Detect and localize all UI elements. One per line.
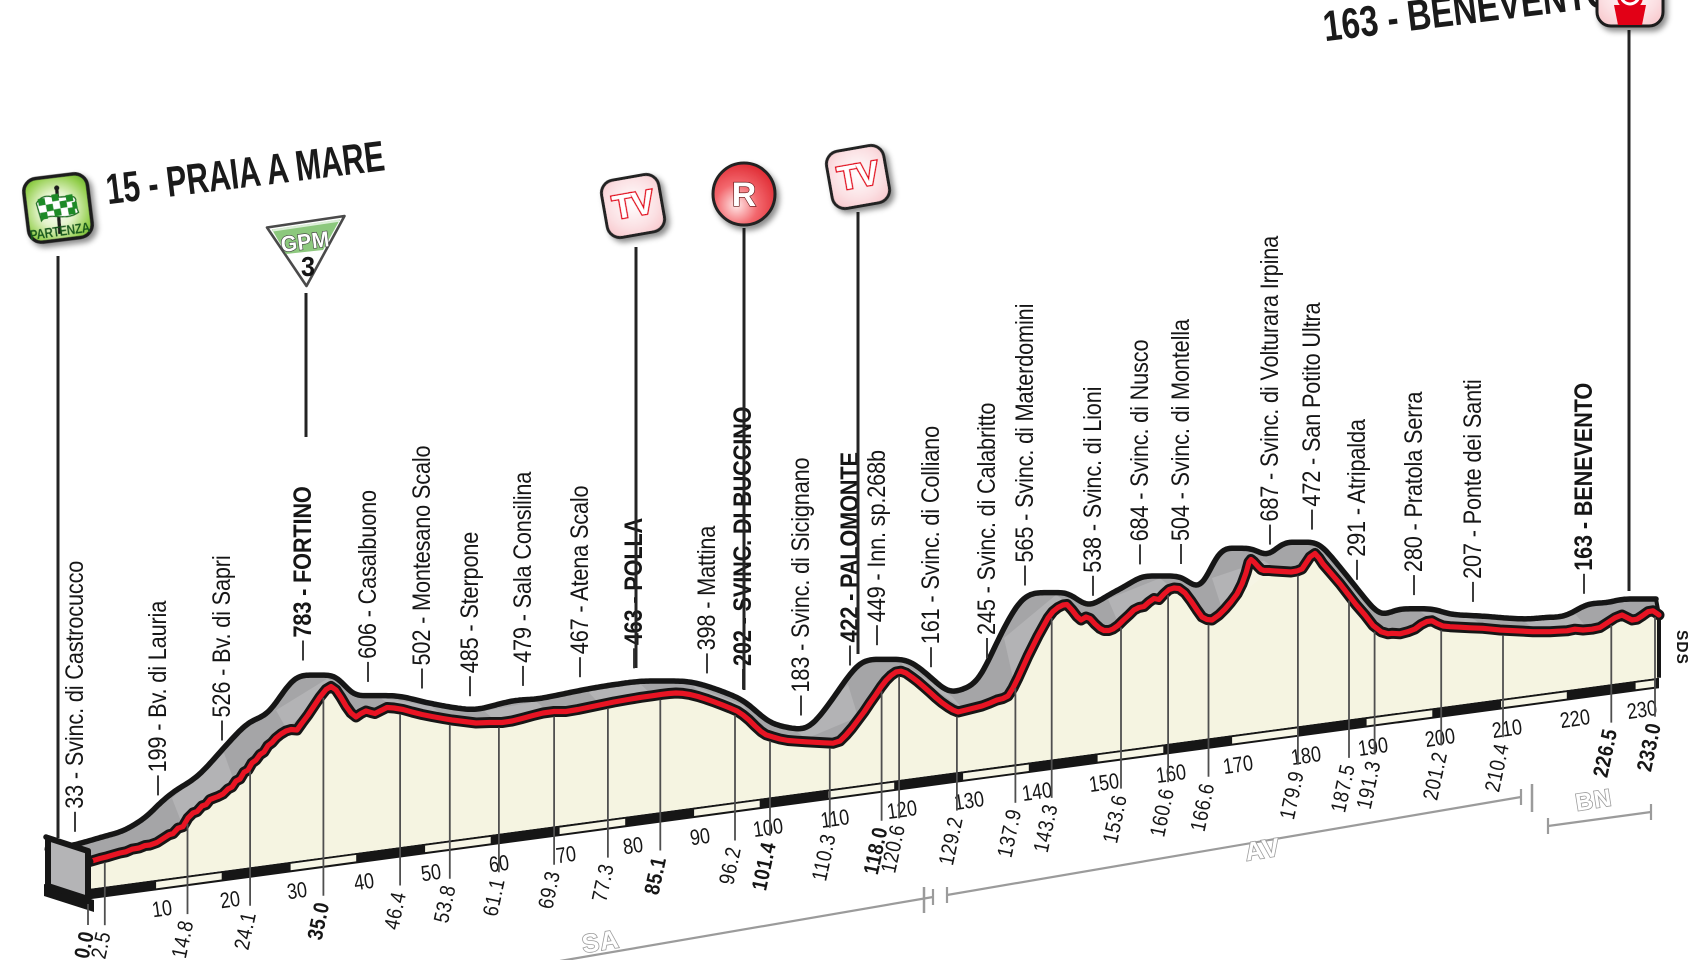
svg-text:GPM: GPM xyxy=(279,227,331,257)
svg-text:30: 30 xyxy=(285,878,308,905)
svg-text:70: 70 xyxy=(554,842,577,869)
svg-text:TV: TV xyxy=(610,183,657,227)
svg-text:479 - Sala Consilina: 479 - Sala Consilina xyxy=(509,471,537,663)
svg-text:199 - Bv. di Lauria: 199 - Bv. di Lauria xyxy=(144,600,172,773)
svg-text:504 - Svinc. di Montella: 504 - Svinc. di Montella xyxy=(1167,318,1195,541)
svg-text:230: 230 xyxy=(1626,696,1659,724)
svg-text:183 - Svinc. di Sicignano: 183 - Svinc. di Sicignano xyxy=(787,457,815,692)
svg-text:606 - Casalbuono: 606 - Casalbuono xyxy=(354,490,382,659)
svg-text:80: 80 xyxy=(621,833,644,860)
svg-text:472 - San Potito Ultra: 472 - San Potito Ultra xyxy=(1298,301,1326,506)
svg-text:TV: TV xyxy=(835,154,882,198)
svg-text:210: 210 xyxy=(1491,715,1524,743)
svg-text:565 - Svinc. di Materdomini: 565 - Svinc. di Materdomini xyxy=(1011,304,1039,563)
svg-text:SA: SA xyxy=(580,925,621,959)
svg-text:40: 40 xyxy=(352,869,375,896)
svg-text:20: 20 xyxy=(218,887,241,914)
svg-text:202 - SVINC. DI BUCCINO: 202 - SVINC. DI BUCCINO xyxy=(729,407,757,666)
svg-text:220: 220 xyxy=(1559,705,1592,733)
svg-text:10: 10 xyxy=(150,896,173,923)
svg-text:110: 110 xyxy=(819,806,851,834)
svg-text:526 - Bv. di Sapri: 526 - Bv. di Sapri xyxy=(208,555,236,717)
svg-text:AV: AV xyxy=(1243,833,1282,866)
svg-text:140: 140 xyxy=(1021,778,1054,806)
svg-text:687 - Svinc. di Volturara Irpi: 687 - Svinc. di Volturara Irpina xyxy=(1256,235,1284,522)
svg-text:120: 120 xyxy=(886,796,919,824)
svg-text:130: 130 xyxy=(953,787,986,815)
svg-text:291 - Atripalda: 291 - Atripalda xyxy=(1343,418,1371,557)
svg-text:3: 3 xyxy=(301,251,315,283)
svg-text:0.0: 0.0 xyxy=(71,929,100,960)
svg-text:163 - BENEVENTO: 163 - BENEVENTO xyxy=(1570,383,1598,571)
svg-text:161 - Svinc. di Colliano: 161 - Svinc. di Colliano xyxy=(917,426,945,644)
svg-text:200: 200 xyxy=(1424,724,1457,752)
svg-text:33 - Svinc. di Castrocucco: 33 - Svinc. di Castrocucco xyxy=(61,561,89,809)
svg-text:463 - POLLA: 463 - POLLA xyxy=(620,518,648,646)
svg-text:280 - Pratola Serra: 280 - Pratola Serra xyxy=(1400,391,1428,572)
svg-text:SDS: SDS xyxy=(1673,630,1690,665)
svg-text:502 - Montesano Scalo: 502 - Montesano Scalo xyxy=(408,445,436,665)
svg-text:485 - Sterpone: 485 - Sterpone xyxy=(456,532,484,673)
svg-text:160: 160 xyxy=(1155,760,1188,788)
svg-text:150: 150 xyxy=(1088,769,1121,797)
svg-text:R: R xyxy=(732,176,757,214)
svg-text:100: 100 xyxy=(752,814,785,842)
svg-text:538 - Svinc. di Lioni: 538 - Svinc. di Lioni xyxy=(1079,387,1107,573)
svg-text:170: 170 xyxy=(1222,751,1255,779)
svg-text:190: 190 xyxy=(1357,733,1390,761)
svg-text:449 - Inn. sp.268b: 449 - Inn. sp.268b xyxy=(863,450,891,622)
svg-text:398 - Mattina: 398 - Mattina xyxy=(693,525,721,651)
svg-text:2.5: 2.5 xyxy=(87,929,116,960)
svg-text:180: 180 xyxy=(1290,742,1323,770)
svg-text:684 - Svinc. di Nusco: 684 - Svinc. di Nusco xyxy=(1126,339,1154,541)
svg-text:207 - Ponte dei Santi: 207 - Ponte dei Santi xyxy=(1459,379,1487,578)
svg-text:467 - Atena Scalo: 467 - Atena Scalo xyxy=(566,485,594,654)
svg-text:783 - FORTINO: 783 - FORTINO xyxy=(289,486,317,637)
svg-text:BN: BN xyxy=(1574,784,1614,816)
svg-text:50: 50 xyxy=(419,860,442,887)
svg-text:245 - Svinc. di Calabritto: 245 - Svinc. di Calabritto xyxy=(973,403,1001,635)
svg-text:90: 90 xyxy=(688,824,711,851)
